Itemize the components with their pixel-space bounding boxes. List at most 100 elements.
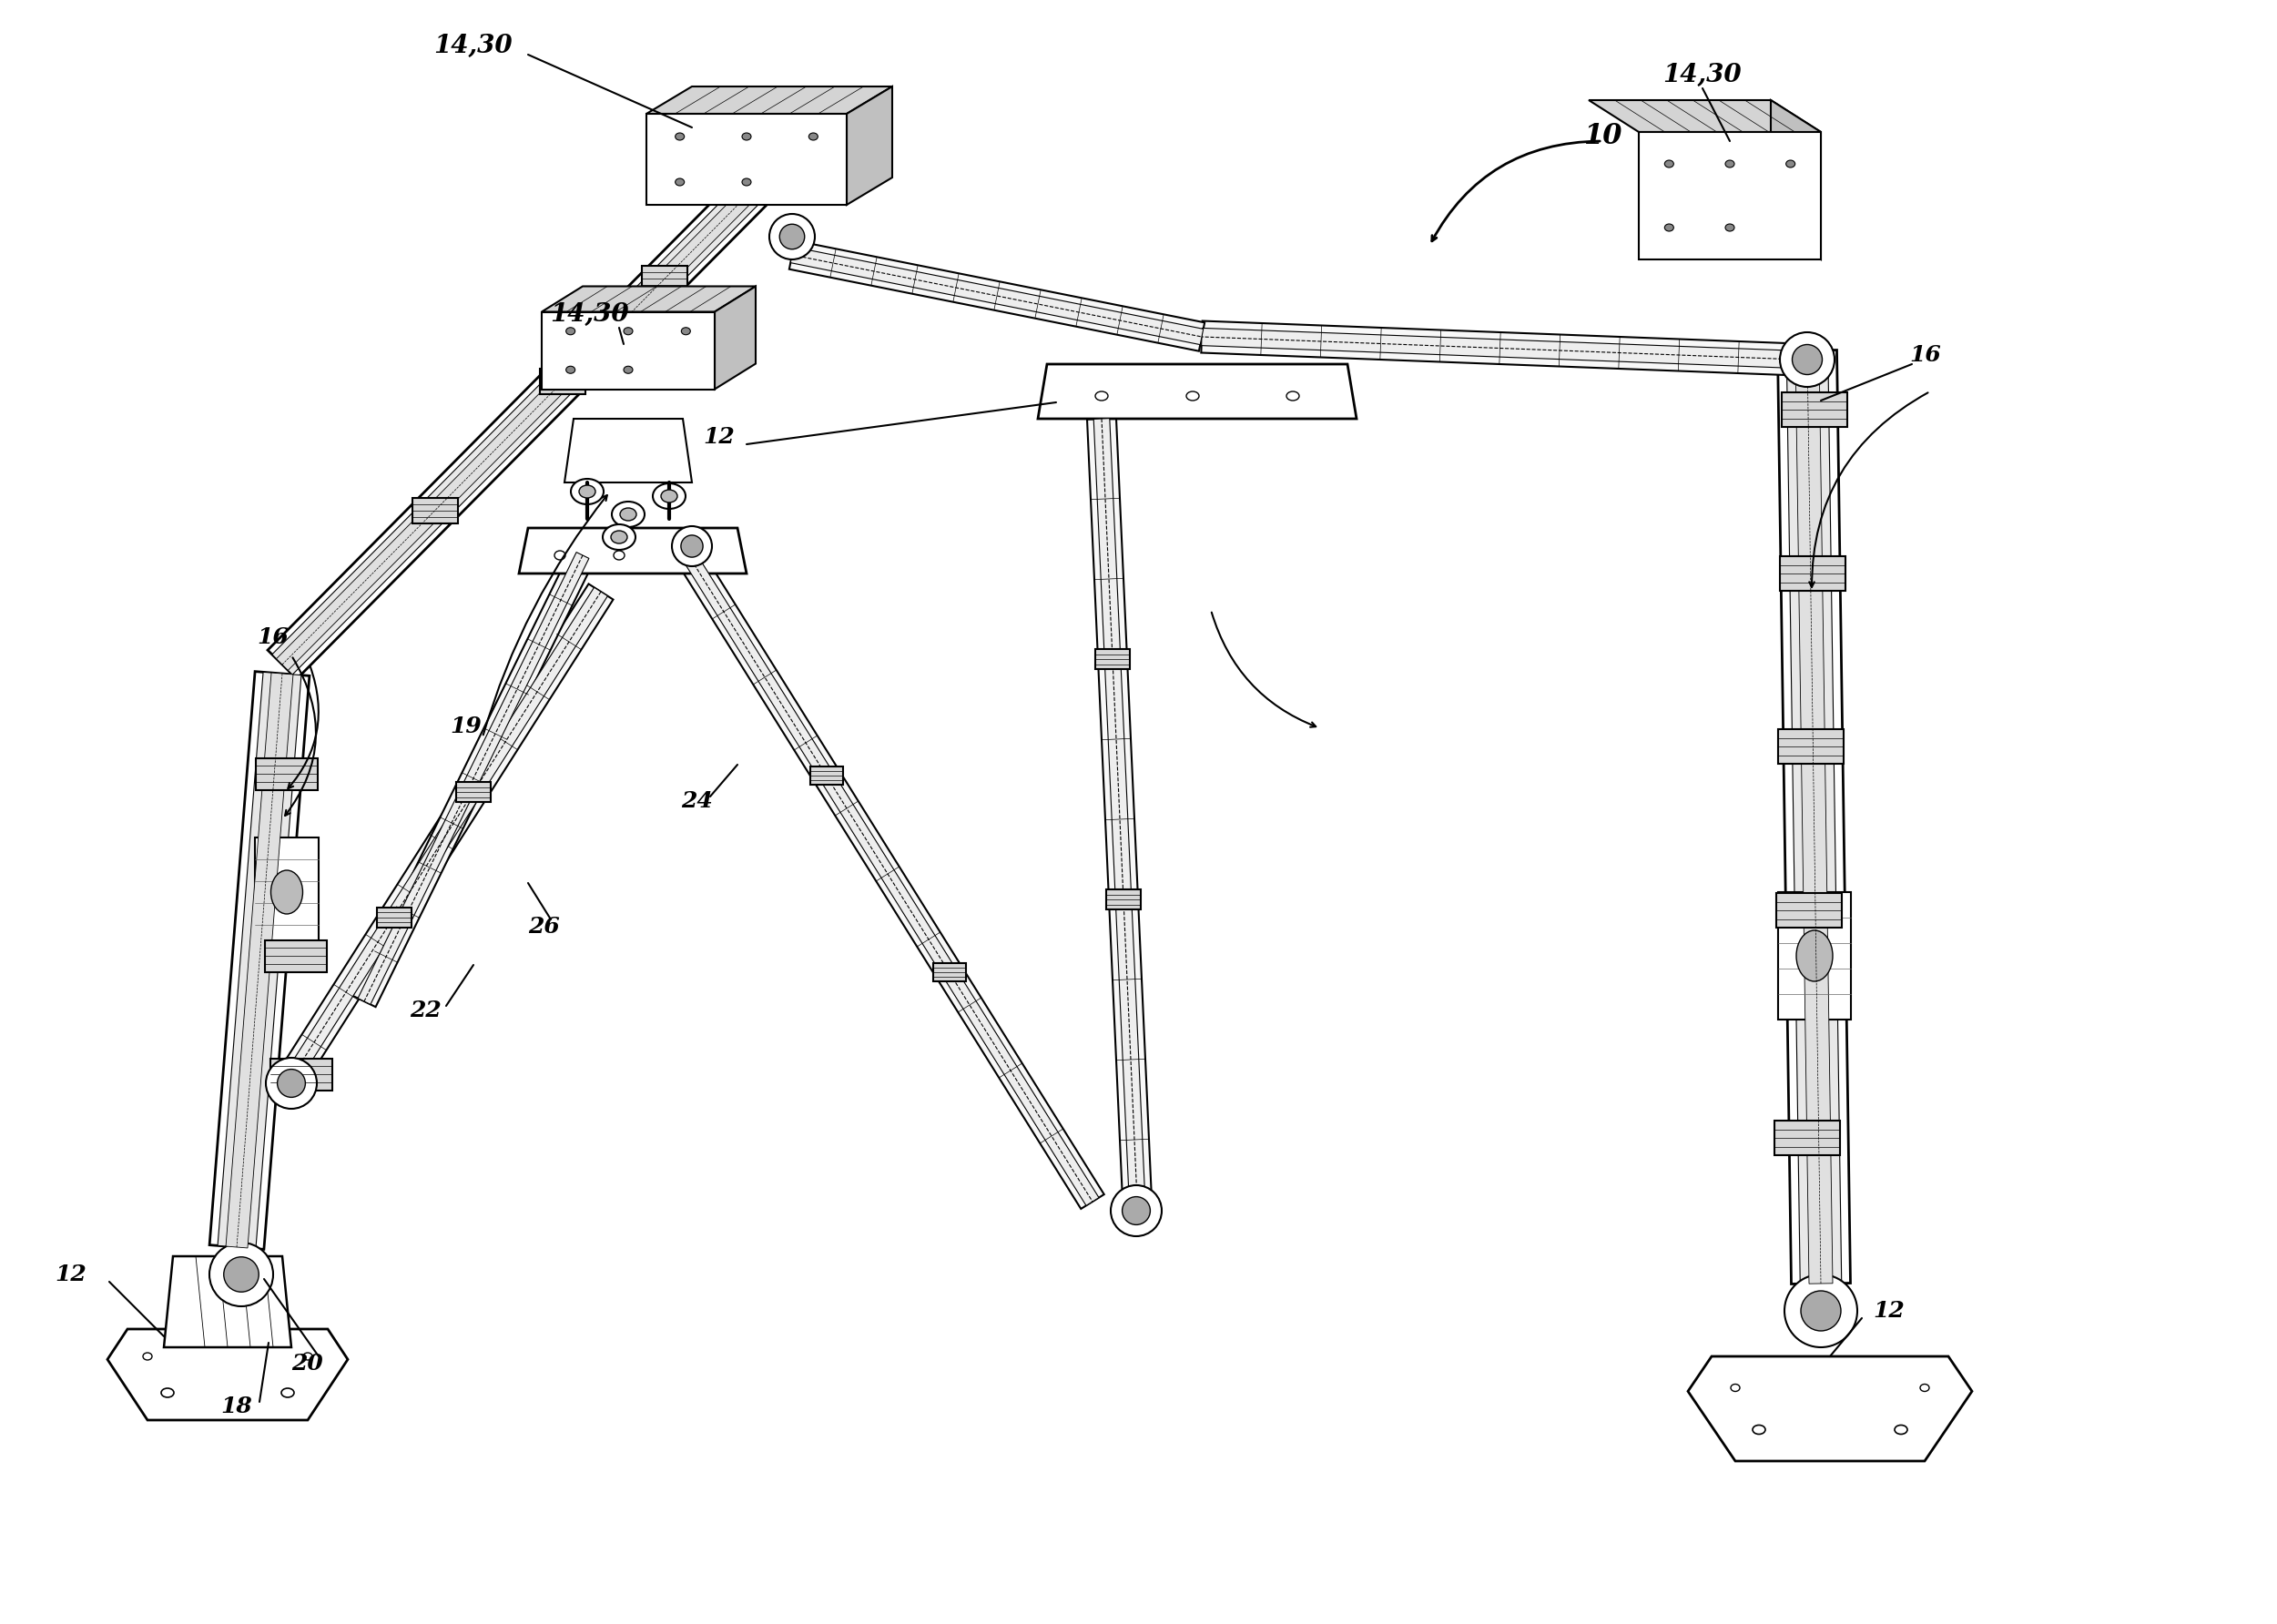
Ellipse shape (1781, 333, 1835, 387)
Text: 14,30: 14,30 (435, 32, 512, 58)
Ellipse shape (1797, 931, 1833, 981)
Polygon shape (412, 497, 458, 523)
Polygon shape (357, 552, 590, 1004)
Text: 24: 24 (681, 791, 713, 812)
Text: 12: 12 (704, 425, 735, 448)
Ellipse shape (672, 526, 713, 567)
Ellipse shape (1785, 161, 1794, 167)
Ellipse shape (1726, 224, 1735, 231)
Ellipse shape (1123, 1197, 1150, 1224)
Polygon shape (1038, 364, 1357, 419)
Polygon shape (271, 140, 802, 674)
Ellipse shape (266, 1057, 317, 1109)
Ellipse shape (681, 536, 704, 557)
Polygon shape (847, 86, 893, 205)
Polygon shape (353, 549, 594, 1007)
Ellipse shape (742, 133, 751, 140)
Polygon shape (209, 671, 310, 1249)
Polygon shape (1774, 1121, 1840, 1155)
Ellipse shape (676, 133, 685, 140)
Ellipse shape (162, 1389, 173, 1397)
Polygon shape (1778, 729, 1844, 763)
Text: 16: 16 (1910, 344, 1942, 365)
Polygon shape (715, 286, 756, 390)
Polygon shape (1095, 650, 1129, 669)
Ellipse shape (556, 551, 565, 560)
Text: 14,30: 14,30 (1662, 62, 1742, 88)
Polygon shape (1093, 419, 1145, 1220)
Ellipse shape (1095, 391, 1109, 401)
Polygon shape (255, 838, 319, 947)
Ellipse shape (603, 525, 635, 551)
Ellipse shape (1920, 1384, 1929, 1392)
Ellipse shape (567, 365, 576, 374)
Polygon shape (164, 1257, 291, 1348)
Polygon shape (811, 767, 842, 784)
Polygon shape (519, 528, 747, 573)
Ellipse shape (1111, 1186, 1161, 1236)
Ellipse shape (1664, 224, 1674, 231)
Text: 12: 12 (1874, 1299, 1906, 1322)
Polygon shape (269, 136, 806, 679)
Text: 14,30: 14,30 (551, 302, 628, 326)
Polygon shape (1778, 892, 1851, 1020)
Polygon shape (255, 758, 319, 789)
Text: 26: 26 (528, 916, 560, 937)
Ellipse shape (143, 1353, 153, 1359)
Polygon shape (934, 963, 965, 981)
Polygon shape (225, 672, 294, 1247)
Polygon shape (1776, 893, 1842, 927)
Ellipse shape (1664, 161, 1674, 167)
Ellipse shape (567, 328, 576, 335)
Polygon shape (107, 1328, 348, 1419)
Polygon shape (455, 783, 492, 802)
Ellipse shape (578, 486, 594, 499)
Text: 16: 16 (257, 627, 289, 648)
Text: 19: 19 (451, 716, 483, 737)
Text: 22: 22 (410, 999, 442, 1021)
Text: 10: 10 (1583, 122, 1621, 151)
Polygon shape (271, 1059, 332, 1090)
Polygon shape (1781, 393, 1847, 427)
Ellipse shape (1801, 1291, 1840, 1332)
Text: 18: 18 (221, 1395, 253, 1418)
Ellipse shape (653, 484, 685, 508)
Polygon shape (219, 672, 301, 1249)
Ellipse shape (572, 479, 603, 505)
Polygon shape (1589, 101, 1822, 132)
Polygon shape (1772, 101, 1822, 260)
Polygon shape (1781, 555, 1844, 591)
Ellipse shape (660, 490, 676, 502)
Polygon shape (542, 312, 715, 390)
Ellipse shape (1731, 1384, 1740, 1392)
Ellipse shape (681, 328, 690, 335)
Polygon shape (276, 588, 608, 1096)
Polygon shape (1687, 1356, 1972, 1462)
Polygon shape (376, 908, 412, 927)
Polygon shape (1202, 328, 1799, 369)
Polygon shape (276, 145, 797, 671)
Ellipse shape (779, 224, 804, 248)
Ellipse shape (676, 551, 688, 560)
Ellipse shape (610, 531, 626, 544)
Polygon shape (271, 585, 613, 1099)
Ellipse shape (624, 328, 633, 335)
Ellipse shape (1186, 391, 1200, 401)
Polygon shape (1794, 351, 1833, 1283)
Ellipse shape (223, 1257, 260, 1293)
Ellipse shape (613, 502, 644, 528)
Ellipse shape (1726, 161, 1735, 167)
Ellipse shape (1287, 391, 1300, 401)
Ellipse shape (808, 133, 817, 140)
Polygon shape (790, 247, 1202, 344)
Ellipse shape (1894, 1426, 1908, 1434)
Ellipse shape (676, 179, 685, 185)
Polygon shape (565, 419, 692, 482)
Polygon shape (642, 266, 688, 292)
Ellipse shape (1785, 1275, 1858, 1348)
Ellipse shape (624, 365, 633, 374)
Polygon shape (1787, 351, 1842, 1285)
Ellipse shape (303, 1353, 312, 1359)
Text: 20: 20 (291, 1353, 323, 1374)
Polygon shape (676, 542, 1100, 1205)
